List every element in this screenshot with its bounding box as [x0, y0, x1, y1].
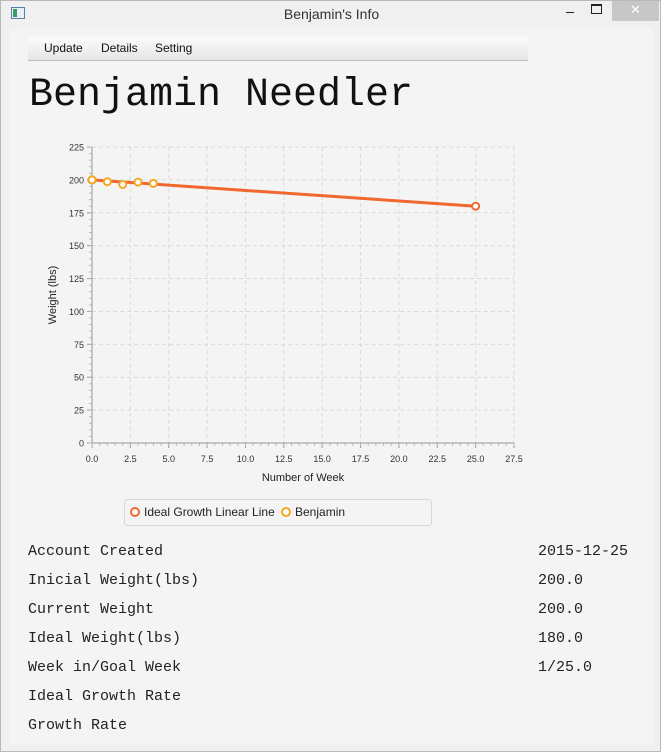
y-tick-label: 75 [74, 340, 84, 350]
title-bar[interactable]: Benjamin's Info ✕ [1, 1, 660, 28]
info-row-week-goal: Week in/Goal Week 1/25.0 [28, 659, 648, 679]
x-tick-label: 7.5 [201, 454, 214, 464]
y-tick-label: 225 [69, 143, 84, 153]
x-tick-label: 12.5 [275, 454, 293, 464]
x-tick-label: 20.0 [390, 454, 408, 464]
plot-area [92, 147, 514, 443]
info-label: Current Weight [28, 601, 155, 618]
info-row-initial-weight: Inicial Weight(lbs) 200.0 [28, 572, 648, 592]
y-tick-label: 0 [79, 439, 84, 449]
info-label: Inicial Weight(lbs) [28, 572, 200, 589]
info-row-ideal-weight: Ideal Weight(lbs) 180.0 [28, 630, 648, 650]
x-tick-label: 0.0 [86, 454, 99, 464]
data-point-benjamin [148, 178, 158, 188]
app-icon [11, 7, 25, 19]
data-point-benjamin [118, 179, 128, 189]
x-tick-label: 17.5 [352, 454, 370, 464]
chart-legend: Ideal Growth Linear Line Benjamin [124, 499, 432, 526]
info-value: 200.0 [538, 601, 584, 618]
info-row-ideal-growth-rate: Ideal Growth Rate [28, 688, 648, 708]
info-label: Ideal Growth Rate [28, 688, 182, 705]
data-point-benjamin [87, 175, 97, 185]
menu-setting[interactable]: Setting [155, 41, 193, 55]
legend-item-ideal: Ideal Growth Linear Line [130, 505, 275, 519]
x-tick-label: 2.5 [124, 454, 137, 464]
x-tick-label: 10.0 [237, 454, 255, 464]
y-tick-label: 25 [74, 406, 84, 416]
info-row-account-created: Account Created 2015-12-25 [28, 543, 648, 563]
close-icon: ✕ [630, 2, 641, 17]
info-label: Week in/Goal Week [28, 659, 182, 676]
window-title: Benjamin's Info [283, 6, 380, 22]
legend-swatch-ideal [130, 507, 140, 517]
menu-bar: Update Details Setting [28, 37, 528, 61]
maximize-button[interactable] [583, 1, 609, 21]
y-tick-label: 50 [74, 373, 84, 383]
legend-swatch-benjamin [281, 507, 291, 517]
info-value: 2015-12-25 [538, 543, 629, 560]
info-label: Growth Rate [28, 717, 128, 734]
page-title: Benjamin Needler [29, 73, 414, 118]
y-tick-label: 200 [69, 175, 84, 185]
legend-label-benjamin: Benjamin [295, 505, 346, 519]
info-label: Account Created [28, 543, 164, 560]
x-tick-label: 5.0 [162, 454, 175, 464]
y-tick-label: 100 [69, 307, 84, 317]
minimize-button[interactable] [557, 1, 583, 21]
x-tick-label: 22.5 [429, 454, 447, 464]
chart-svg: 0 25 50 75 100 125 150 175 200 225 0.0 2.5 5.0 7.5 10.… [47, 143, 523, 485]
x-tick-label: 25.0 [467, 454, 485, 464]
legend-label-ideal: Ideal Growth Linear Line [144, 505, 275, 519]
info-row-growth-rate: Growth Rate [28, 717, 648, 737]
close-button[interactable]: ✕ [612, 1, 659, 21]
menu-update[interactable]: Update [44, 41, 83, 55]
info-value: 1/25.0 [538, 659, 593, 676]
y-tick-label: 175 [69, 208, 84, 218]
info-label: Ideal Weight(lbs) [28, 630, 182, 647]
x-tick-label: 15.0 [313, 454, 331, 464]
info-value: 180.0 [538, 630, 584, 647]
legend-item-benjamin: Benjamin [281, 505, 345, 519]
info-value: 200.0 [538, 572, 584, 589]
data-point-ideal-growth-linear-line [471, 201, 481, 211]
x-axis-label: Number of Week [262, 472, 345, 484]
data-point-benjamin [102, 177, 112, 187]
data-point-benjamin [133, 177, 143, 187]
y-tick-label: 125 [69, 274, 84, 284]
menu-details[interactable]: Details [101, 41, 138, 55]
content-area: Update Details Setting Benjamin Needler … [9, 29, 653, 745]
y-axis-label: Weight (lbs) [47, 266, 59, 324]
info-row-current-weight: Current Weight 200.0 [28, 601, 648, 621]
y-tick-label: 150 [69, 241, 84, 251]
x-tick-label: 27.5 [505, 454, 523, 464]
